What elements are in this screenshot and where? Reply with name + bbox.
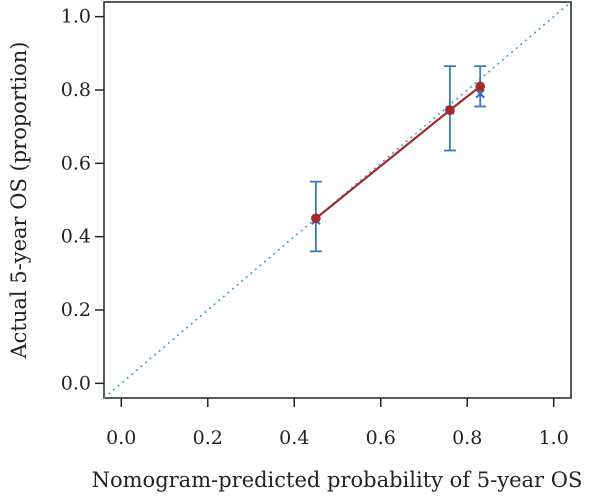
- bias-corrected-marker: [475, 88, 485, 99]
- x-tick-label: 0.8: [452, 427, 482, 449]
- calibration-line: [315, 85, 481, 220]
- x-tick-label: 0.6: [366, 427, 396, 449]
- y-tick-label: 1.0: [61, 6, 91, 28]
- y-tick-label: 0.4: [61, 226, 91, 248]
- plot-frame: [103, 1, 572, 399]
- y-tick-label: 0.8: [61, 79, 91, 101]
- y-tick-label: 0.2: [61, 299, 91, 321]
- marker-stroke: [475, 88, 485, 99]
- y-tick-label: 0.6: [61, 152, 91, 174]
- y-axis-title: Actual 5-year OS (proportion): [7, 41, 31, 359]
- x-tick-label: 0.4: [279, 427, 309, 449]
- x-axis: 0.0 0.2 0.4 0.6 0.8 1.0: [106, 398, 569, 449]
- x-tick-label: 0.2: [193, 427, 223, 449]
- y-tick-label: 0.0: [61, 372, 91, 394]
- y-axis: 0.0 0.2 0.4 0.6 0.8 1.0: [61, 6, 104, 394]
- calibration-point: [445, 105, 455, 115]
- x-tick-label: 1.0: [539, 427, 569, 449]
- x-tick-label: 0.0: [106, 427, 136, 449]
- plot-area: [104, 2, 571, 398]
- calibration-point: [475, 81, 485, 92]
- x-axis-title: Nomogram-predicted probability of 5-year…: [92, 468, 583, 492]
- calibration-point: [311, 213, 321, 224]
